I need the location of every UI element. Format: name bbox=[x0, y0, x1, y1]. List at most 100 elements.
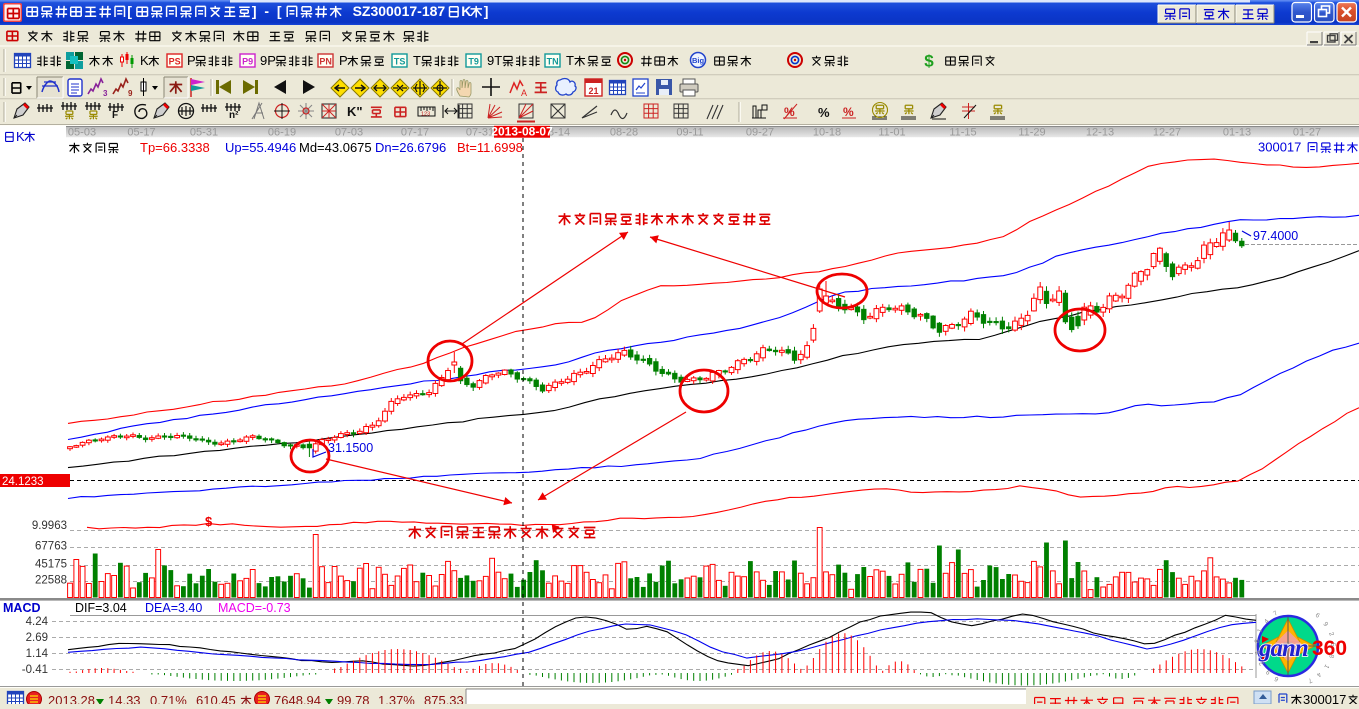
svg-text:45175: 45175 bbox=[35, 559, 67, 571]
svg-text:0.71%: 0.71% bbox=[150, 693, 187, 704]
svg-text:TS: TS bbox=[394, 57, 406, 67]
svg-text:K: K bbox=[461, 3, 471, 19]
svg-text:2.69: 2.69 bbox=[26, 632, 48, 644]
svg-text:P9: P9 bbox=[242, 57, 253, 67]
svg-text:4: 4 bbox=[1263, 618, 1271, 626]
svg-text:9T: 9T bbox=[487, 53, 502, 68]
svg-text:12-27: 12-27 bbox=[1153, 127, 1181, 139]
svg-text:1: 1 bbox=[1256, 627, 1264, 633]
svg-text:24.1233: 24.1233 bbox=[2, 476, 44, 488]
svg-text:21: 21 bbox=[588, 86, 598, 96]
svg-text:6: 6 bbox=[1314, 612, 1321, 620]
svg-text:MACD: MACD bbox=[3, 601, 41, 615]
svg-text:360: 360 bbox=[1312, 637, 1347, 660]
svg-text:$: $ bbox=[924, 52, 934, 71]
svg-text:Tp=66.3338: Tp=66.3338 bbox=[140, 140, 210, 155]
svg-text:300017: 300017 bbox=[1303, 692, 1346, 704]
svg-text:5: 5 bbox=[1329, 643, 1336, 647]
svg-text:99.78: 99.78 bbox=[337, 693, 370, 704]
svg-text:2: 2 bbox=[1327, 631, 1335, 637]
svg-text:T: T bbox=[413, 53, 421, 68]
svg-text:9: 9 bbox=[128, 89, 133, 98]
svg-text:123: 123 bbox=[421, 112, 430, 118]
svg-text:1: 1 bbox=[1322, 663, 1330, 670]
svg-text:300017: 300017 bbox=[1258, 140, 1301, 155]
svg-text:08-28: 08-28 bbox=[610, 127, 638, 139]
svg-text:[: [ bbox=[127, 3, 132, 19]
svg-text:DEA=3.40: DEA=3.40 bbox=[145, 601, 202, 615]
svg-text:K: K bbox=[16, 129, 25, 144]
svg-text:31.1500: 31.1500 bbox=[328, 441, 373, 455]
svg-text:01-13: 01-13 bbox=[1223, 127, 1251, 139]
svg-text:n²: n² bbox=[229, 110, 239, 121]
svg-text:5: 5 bbox=[1254, 650, 1262, 655]
svg-text:7: 7 bbox=[1272, 610, 1279, 618]
svg-text:T9: T9 bbox=[468, 57, 479, 67]
svg-text:MACD=-0.73: MACD=-0.73 bbox=[218, 601, 291, 615]
svg-text:[: [ bbox=[277, 3, 282, 19]
svg-text:Dn=26.6796: Dn=26.6796 bbox=[375, 140, 446, 155]
svg-text:gann: gann bbox=[1258, 635, 1308, 662]
svg-text:07-03: 07-03 bbox=[335, 127, 363, 139]
svg-text:11-15: 11-15 bbox=[949, 127, 976, 139]
svg-text:F: F bbox=[112, 110, 118, 121]
svg-text:SZ300017-187: SZ300017-187 bbox=[353, 3, 446, 19]
svg-text:-0.41: -0.41 bbox=[22, 664, 48, 676]
svg-text:97.4000: 97.4000 bbox=[1253, 229, 1298, 243]
svg-text:67763: 67763 bbox=[35, 541, 67, 553]
svg-text:05-03: 05-03 bbox=[68, 127, 96, 139]
svg-text:11-29: 11-29 bbox=[1018, 127, 1045, 139]
svg-text:8: 8 bbox=[1254, 639, 1261, 643]
svg-text:9: 9 bbox=[1321, 621, 1329, 629]
svg-text:9: 9 bbox=[1265, 668, 1273, 676]
svg-text:6: 6 bbox=[1273, 674, 1280, 682]
svg-text:09-11: 09-11 bbox=[676, 127, 703, 139]
svg-text:P: P bbox=[187, 53, 196, 68]
svg-text:1.37%: 1.37% bbox=[378, 693, 415, 704]
svg-text:$: $ bbox=[205, 514, 213, 529]
svg-text:Up=55.4946: Up=55.4946 bbox=[225, 140, 296, 155]
svg-text:%: % bbox=[843, 105, 854, 119]
svg-text:4.24: 4.24 bbox=[26, 616, 49, 628]
svg-text:14.33: 14.33 bbox=[108, 693, 141, 704]
svg-text:05-31: 05-31 bbox=[190, 127, 218, 139]
svg-text:7648.94: 7648.94 bbox=[274, 693, 321, 704]
svg-text:K: K bbox=[140, 53, 149, 68]
svg-text:Bt=11.6998: Bt=11.6998 bbox=[457, 140, 523, 155]
svg-text:06-19: 06-19 bbox=[268, 127, 296, 139]
svg-text:PS: PS bbox=[169, 57, 181, 67]
svg-text:]: ] bbox=[252, 3, 257, 19]
svg-text:3: 3 bbox=[103, 89, 108, 98]
svg-text:Big: Big bbox=[692, 56, 705, 65]
svg-text:7: 7 bbox=[1307, 676, 1314, 684]
svg-text:-: - bbox=[264, 3, 269, 19]
svg-text:2: 2 bbox=[1258, 660, 1266, 667]
svg-text:09-27: 09-27 bbox=[746, 127, 774, 139]
svg-text:TN: TN bbox=[547, 57, 559, 67]
svg-text:Md=43.0675: Md=43.0675 bbox=[299, 140, 372, 155]
svg-text:05-17: 05-17 bbox=[127, 127, 155, 139]
svg-text:T: T bbox=[566, 53, 574, 68]
svg-text:610.45: 610.45 bbox=[196, 693, 236, 704]
svg-text:4: 4 bbox=[1315, 671, 1323, 679]
svg-text:07-17: 07-17 bbox=[401, 127, 429, 139]
svg-text:01-27: 01-27 bbox=[1293, 127, 1321, 139]
svg-text:2013.28: 2013.28 bbox=[48, 693, 95, 704]
svg-text:K": K" bbox=[347, 104, 363, 119]
svg-text:22588: 22588 bbox=[35, 575, 67, 587]
svg-text:11-01: 11-01 bbox=[878, 127, 905, 139]
svg-text:A: A bbox=[521, 88, 527, 98]
svg-text:12-13: 12-13 bbox=[1086, 127, 1114, 139]
svg-text:DIF=3.04: DIF=3.04 bbox=[75, 601, 127, 615]
svg-text:P: P bbox=[339, 53, 348, 68]
svg-text:]: ] bbox=[484, 3, 489, 19]
svg-text:PN: PN bbox=[319, 57, 332, 67]
svg-text:1.14: 1.14 bbox=[26, 648, 49, 660]
svg-text:875.33: 875.33 bbox=[424, 693, 464, 704]
svg-text:9.9963: 9.9963 bbox=[32, 520, 67, 532]
svg-text:07-31: 07-31 bbox=[466, 127, 494, 139]
svg-text:9P: 9P bbox=[260, 53, 276, 68]
svg-text:8: 8 bbox=[1327, 654, 1335, 659]
svg-text:10-18: 10-18 bbox=[813, 127, 841, 139]
svg-text:%: % bbox=[818, 105, 830, 120]
